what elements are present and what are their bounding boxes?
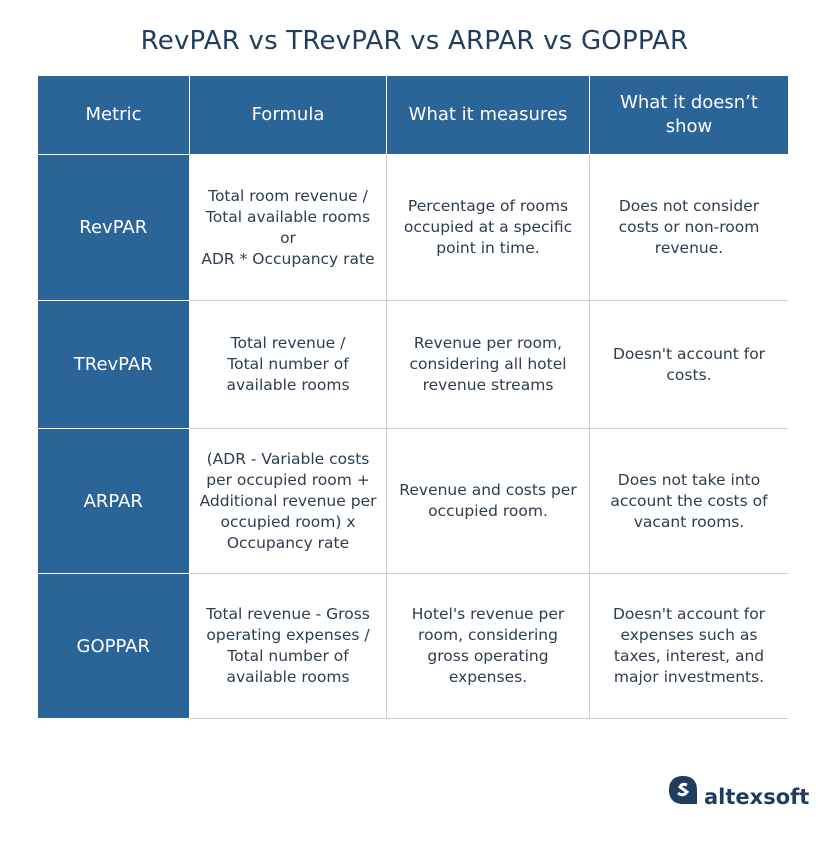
cell-line: Does not consider xyxy=(618,197,760,215)
cell-line: Doesn't account for xyxy=(612,605,766,623)
cell: Doesn't account for costs. xyxy=(589,300,788,429)
logo: altexsoft xyxy=(668,771,809,809)
title: RevPAR vs TRevPAR vs ARPAR vs GOPPAR xyxy=(140,26,689,56)
cell-line: Occupancy rate xyxy=(226,533,350,552)
cell-line: Metric xyxy=(85,104,142,125)
cell-line: operating expenses / xyxy=(206,626,370,644)
cell-line: account the costs of xyxy=(610,491,768,510)
table-row: GOPPAR Total revenue - Gross operating exp… xyxy=(37,573,788,719)
cell-line: considering all hotel xyxy=(409,355,567,373)
cell-line: ARPAR xyxy=(83,490,143,512)
cell-line: show xyxy=(665,116,713,137)
cell: Total room revenue / Total available room… xyxy=(189,154,387,301)
comparison-table: Metric Formula What it measures What it doe… xyxy=(37,76,788,719)
cell-line: occupied room) x xyxy=(220,512,356,531)
cell: Total revenue - Gross operating expenses … xyxy=(189,573,387,719)
cell: Revenue per room, considering all hotel re… xyxy=(386,300,590,429)
cell-line: Total available rooms xyxy=(205,207,371,226)
cell: Does not take into account the costs of va… xyxy=(589,428,788,574)
cell: Percentage of rooms occupied at a specifi… xyxy=(386,154,590,301)
cell-line: ADR * Occupancy rate xyxy=(201,249,375,268)
header-cell: Metric xyxy=(37,76,190,155)
cell-line: expenses such as xyxy=(620,626,758,644)
cell-line: occupied room. xyxy=(428,502,548,520)
cell-line: RevPAR xyxy=(79,217,148,238)
cell-line: What it doesn’t xyxy=(620,92,758,113)
cell-line: Total revenue - Gross xyxy=(206,605,370,623)
cell-line: major investments. xyxy=(613,668,765,686)
cell: Hotel's revenue per room, considering gros… xyxy=(386,573,590,719)
cell-line: Hotel's revenue per xyxy=(411,605,565,623)
header-cell: What it measures xyxy=(386,76,590,155)
cell-line: Does not take into xyxy=(617,470,761,489)
cell-line: room, considering xyxy=(418,626,558,644)
cell-line: Revenue and costs per xyxy=(399,481,577,499)
cell-line: costs. xyxy=(666,365,712,384)
cell-line: revenue streams xyxy=(422,376,554,394)
cell-line: per occupied room + xyxy=(206,470,370,489)
cell-line: available rooms xyxy=(226,376,350,394)
cell-line: taxes, interest, and xyxy=(613,647,765,665)
metric-cell: TRevPAR xyxy=(37,300,190,429)
table-row: TRevPAR Total revenue / Total number of ava… xyxy=(37,300,788,429)
header-row: Metric Formula What it measures What it doe… xyxy=(37,76,788,155)
cell-line: (ADR - Variable costs xyxy=(206,449,370,468)
cell-line: point in time. xyxy=(436,239,540,257)
cell-line: Revenue per room, xyxy=(413,334,563,352)
cell-line: Percentage of rooms xyxy=(407,197,569,215)
cell: Revenue and costs per occupied room. xyxy=(386,428,590,574)
table-row: RevPAR Total room revenue / Total availabl… xyxy=(37,154,788,301)
metric-cell: ARPAR xyxy=(37,428,190,574)
cell-line: gross operating xyxy=(427,647,549,665)
cell-line: revenue. xyxy=(654,239,724,257)
cell-line: Total number of xyxy=(227,647,349,665)
cell-line: Total number of xyxy=(227,355,349,373)
logo-icon xyxy=(669,776,697,804)
cell: Does not consider costs or non-room revenu… xyxy=(589,154,788,301)
cell-line: Total room revenue / xyxy=(208,186,368,205)
cell-line: expenses. xyxy=(448,668,528,686)
cell-line: Doesn't account for xyxy=(612,344,766,363)
cell-line: Additional revenue per xyxy=(199,491,377,510)
cell-line: Total revenue / xyxy=(230,334,346,352)
metric-cell: GOPPAR xyxy=(37,573,190,719)
cell-line: Formula xyxy=(251,104,325,125)
cell-line: occupied at a specific xyxy=(403,218,573,236)
cell-line: GOPPAR xyxy=(76,635,151,657)
cell: (ADR - Variable costs per occupied room +… xyxy=(189,428,387,574)
metric-cell: RevPAR xyxy=(37,154,190,301)
cell-line: costs or non-room xyxy=(618,218,760,236)
logo-text: altexsoft xyxy=(704,785,810,809)
cell-line: What it measures xyxy=(408,104,568,125)
cell-line: TRevPAR xyxy=(73,354,153,375)
cell-line: or xyxy=(280,228,296,247)
cell-line: available rooms xyxy=(226,668,350,686)
cell-line: vacant rooms. xyxy=(633,512,745,531)
cell: Total revenue / Total number of available … xyxy=(189,300,387,429)
cell: Doesn't account for expenses such as taxes… xyxy=(589,573,788,719)
table-row: ARPAR (ADR - Variable costs per occupied r… xyxy=(37,428,788,574)
header-cell: Formula xyxy=(189,76,387,155)
header-cell: What it doesn’t show xyxy=(589,76,788,155)
